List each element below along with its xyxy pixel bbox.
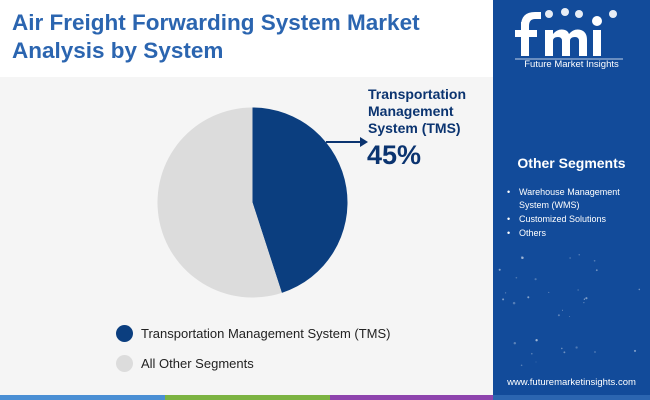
decorative-dot (585, 297, 588, 300)
decorative-dot (569, 316, 571, 317)
decorative-dot (515, 276, 518, 279)
website-link[interactable]: www.futuremarketinsights.com (507, 377, 636, 388)
footer-segment (493, 395, 650, 400)
logo-wordmark: Future Market Insights (524, 59, 619, 70)
legend-item-tms: Transportation Management System (TMS) (116, 322, 391, 344)
decorative-dot (520, 255, 522, 257)
decorative-dot (583, 298, 586, 300)
decorative-dot (633, 349, 637, 352)
callout-arrow-icon (326, 137, 368, 147)
decorative-dot (512, 301, 516, 305)
decorative-dot (498, 268, 501, 271)
legend-label-tms: Transportation Management System (TMS) (141, 325, 391, 341)
decorative-dot (578, 254, 580, 256)
decorative-dot (557, 314, 560, 317)
decorative-dot (535, 339, 538, 342)
chart-legend: Transportation Management System (TMS) A… (116, 322, 391, 382)
header: Air Freight Forwarding System Market Ana… (0, 0, 493, 77)
decorative-dots (498, 254, 641, 367)
list-item: Others (507, 227, 647, 240)
decorative-dot (594, 351, 596, 353)
pie-chart (157, 107, 348, 298)
decorative-dot (593, 259, 596, 262)
decorative-dot (513, 341, 517, 345)
decorative-dot (638, 288, 641, 291)
callout-percent: 45% (367, 140, 422, 170)
footer-segment (165, 395, 330, 400)
page-title: Air Freight Forwarding System Market Ana… (12, 10, 420, 63)
footer-segment (0, 395, 165, 400)
decorative-dot (534, 278, 537, 281)
decorative-dot (562, 309, 563, 311)
decorative-dot (535, 361, 537, 363)
decorative-dot (527, 296, 530, 299)
pie-slice-tms (252, 107, 348, 293)
decorative-dot (548, 291, 550, 293)
legend-swatch-others (116, 354, 133, 372)
decorative-dot (595, 269, 598, 272)
legend-item-others: All Other Segments (116, 352, 391, 374)
footer-segment (330, 395, 493, 400)
decorative-dot (520, 364, 523, 367)
decorative-dot (577, 289, 579, 291)
callout-label: Transportation Management System (TMS) (368, 86, 467, 136)
decorative-dot (504, 292, 507, 294)
pie-slice-others (157, 107, 282, 298)
decorative-dot (563, 351, 566, 354)
decorative-dot (583, 302, 585, 304)
legend-swatch-tms (116, 324, 133, 342)
other-segments-list: Warehouse Management System (WMS) Custom… (507, 186, 647, 241)
decorative-dot (560, 347, 563, 350)
decorative-dot (521, 256, 524, 260)
legend-label-others: All Other Segments (141, 355, 254, 371)
footer-color-bar (0, 395, 650, 400)
list-item: Customized Solutions (507, 213, 647, 226)
decorative-dot (502, 298, 505, 301)
fmi-logo (515, 8, 623, 60)
other-segments-title: Other Segments (517, 155, 626, 171)
sidebar: Future Market Insights Other Segments Wa… (493, 0, 650, 395)
decorative-dot (575, 346, 578, 349)
list-item: Warehouse Management System (WMS) (507, 186, 647, 212)
decorative-dot (530, 352, 533, 355)
decorative-dot (569, 257, 571, 259)
